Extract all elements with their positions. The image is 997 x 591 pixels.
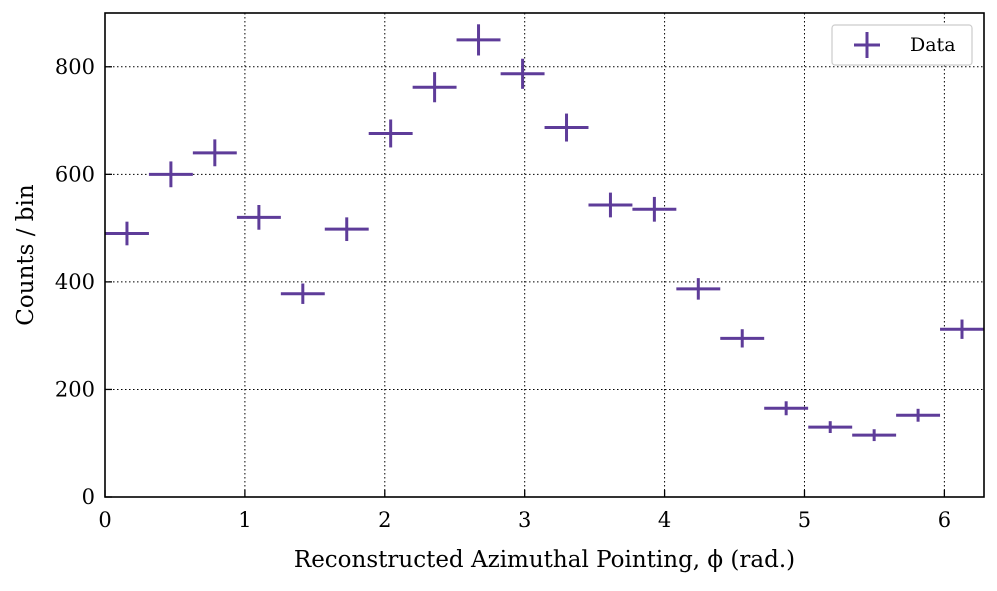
y-axis-title: Counts / bin [13,184,39,326]
x-tick-label: 6 [938,508,951,532]
data-point [412,72,457,103]
axis-ticks: 0 1 2 3 4 5 6 0 200 400 600 800 [55,55,951,532]
data-point [368,119,413,148]
y-tick-label: 600 [55,162,95,186]
data-point [852,429,897,442]
x-tick-label: 1 [238,508,251,532]
data-point [500,58,545,89]
data-point [324,217,369,242]
data-point [236,204,281,230]
x-tick-label: 5 [798,508,811,532]
data-point [676,278,721,300]
y-tick-label: 0 [82,485,95,509]
data-point [764,401,809,416]
y-tick-label: 800 [55,55,95,79]
plot-frame [104,12,985,498]
y-tick-label: 200 [55,377,95,401]
legend-label-data: Data [910,34,956,56]
data-point [940,319,984,339]
data-point [544,113,589,142]
data-point [280,283,325,304]
grid [105,13,984,497]
data-point [192,139,237,167]
x-tick-label: 3 [518,508,531,532]
data-points [105,24,984,442]
data-point [720,329,765,348]
y-tick-label: 400 [55,270,95,294]
x-tick-label: 2 [378,508,391,532]
x-tick-label: 4 [658,508,671,532]
data-point [632,196,677,222]
x-axis-title: Reconstructed Azimuthal Pointing, ϕ (rad… [294,547,795,573]
data-point [588,192,633,218]
legend-marker-data [854,32,880,58]
data-point [808,421,853,434]
data-point [896,408,941,422]
data-point [105,221,149,246]
data-point [148,161,193,188]
data-point [456,24,501,56]
legend: Data [831,24,973,66]
x-tick-label: 0 [98,508,111,532]
